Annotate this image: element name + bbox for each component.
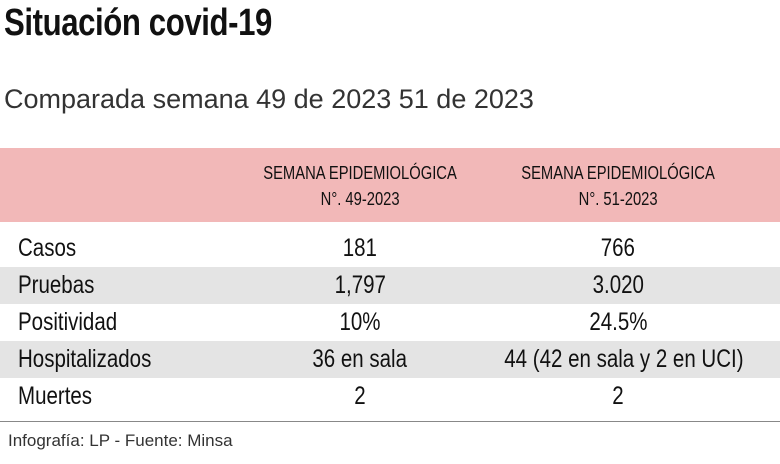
cell-text: 2 xyxy=(612,382,624,410)
subtitle: Comparada semana 49 de 2023 51 de 2023 xyxy=(4,84,534,114)
column-header-line: SEMANA EPIDEMIOLÓGICA xyxy=(230,160,490,186)
cell-text: 3.020 xyxy=(592,271,644,299)
cell-text: 44 (42 en sala y 2 en UCI) xyxy=(504,345,744,373)
column-header-text: N°. 49-2023 xyxy=(320,189,400,209)
table-cell: 1,797 xyxy=(220,267,500,304)
row-label-text: Positividad xyxy=(18,308,118,336)
row-label: Muertes xyxy=(18,378,108,415)
column-header-line: N°. 49-2023 xyxy=(230,186,490,212)
cell-text: 10% xyxy=(339,308,381,336)
row-label-text: Pruebas xyxy=(18,271,95,299)
column-header: SEMANA EPIDEMIOLÓGICA N°. 51-2023 xyxy=(488,160,748,212)
row-label-text: Casos xyxy=(18,234,77,262)
table-row: Casos 181 766 xyxy=(0,230,780,267)
column-header-line: SEMANA EPIDEMIOLÓGICA xyxy=(488,160,748,186)
cell-text: 36 en sala xyxy=(312,345,408,373)
bottom-rule xyxy=(0,421,780,422)
row-label-text: Hospitalizados xyxy=(18,345,152,373)
row-label-text: Muertes xyxy=(18,382,93,410)
column-header-text: SEMANA EPIDEMIOLÓGICA xyxy=(521,163,715,183)
column-header-text: N°. 51-2023 xyxy=(578,189,658,209)
table-cell: 181 xyxy=(220,230,500,267)
table-cell: 2 xyxy=(478,378,758,415)
cell-text: 766 xyxy=(600,234,636,262)
table-row: Muertes 2 2 xyxy=(0,378,780,415)
row-label: Hospitalizados xyxy=(18,341,181,378)
row-label: Positividad xyxy=(18,304,139,341)
table-cell: 3.020 xyxy=(478,267,758,304)
title-text: Situación covid-19 xyxy=(4,2,272,44)
column-header-line: N°. 51-2023 xyxy=(488,186,748,212)
table-cell: 36 en sala xyxy=(220,341,500,378)
table-row: Pruebas 1,797 3.020 xyxy=(0,267,780,304)
table-header: SEMANA EPIDEMIOLÓGICA N°. 49-2023 SEMANA E… xyxy=(0,148,780,222)
cell-text: 181 xyxy=(342,234,378,262)
row-label: Pruebas xyxy=(18,267,111,304)
footer: Infografía: LP - Fuente: Minsa xyxy=(8,431,233,450)
table-row: Positividad 10% 24.5% xyxy=(0,304,780,341)
row-label: Casos xyxy=(18,230,89,267)
table-cell: 2 xyxy=(220,378,500,415)
table-row: Hospitalizados 36 en sala 44 (42 en sala y… xyxy=(0,341,780,378)
cell-text: 24.5% xyxy=(588,308,648,336)
table-cell: 10% xyxy=(220,304,500,341)
title: Situación covid-19 xyxy=(4,2,331,45)
cell-text: 1,797 xyxy=(334,271,386,299)
cell-text: 2 xyxy=(354,382,366,410)
column-header: SEMANA EPIDEMIOLÓGICA N°. 49-2023 xyxy=(230,160,490,212)
table-cell: 766 xyxy=(478,230,758,267)
column-header-text: SEMANA EPIDEMIOLÓGICA xyxy=(263,163,457,183)
table-cell: 44 (42 en sala y 2 en UCI) xyxy=(478,341,758,378)
table-cell: 24.5% xyxy=(478,304,758,341)
